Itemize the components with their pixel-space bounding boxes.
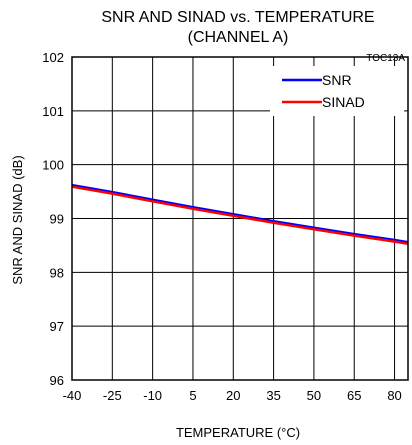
legend: SNR SINAD (270, 66, 404, 116)
x-tick-labels: -40 -25 -10 5 20 35 50 65 80 (63, 388, 402, 403)
legend-label-sinad: SINAD (322, 94, 365, 110)
y-tick-label: 97 (50, 319, 64, 334)
legend-background (270, 66, 404, 116)
plot-border (71, 56, 409, 381)
x-tick-label: 80 (387, 388, 401, 403)
y-tick-label: 101 (42, 104, 64, 119)
y-tick-label: 96 (50, 373, 64, 388)
figure-id: TOC13A (366, 53, 405, 64)
y-tick-label: 99 (50, 212, 64, 227)
x-tick-label: 50 (307, 388, 321, 403)
x-tick-label: -25 (103, 388, 122, 403)
series-line-snr (71, 183, 409, 244)
y-tick-label: 98 (50, 265, 64, 280)
legend-label-snr: SNR (322, 72, 352, 88)
x-axis-title: TEMPERATURE (°C) (176, 425, 300, 440)
x-tick-label: 35 (266, 388, 280, 403)
x-tick-label: -40 (63, 388, 82, 403)
x-tick-label: -10 (143, 388, 162, 403)
y-tick-label: 102 (42, 50, 64, 65)
x-tick-label: 65 (347, 388, 361, 403)
series-line-sinad (71, 185, 409, 246)
y-tick-label: 100 (42, 158, 64, 173)
x-tick-label: 5 (189, 388, 196, 403)
chart-subtitle: (CHANNEL A) (188, 29, 289, 46)
y-axis-title: SNR AND SINAD (dB) (10, 155, 25, 284)
y-tick-labels: 96 97 98 99 100 101 102 (42, 50, 64, 388)
x-tick-label: 20 (226, 388, 240, 403)
chart-title: SNR AND SINAD vs. TEMPERATURE (101, 9, 374, 26)
series-lines (71, 183, 409, 246)
